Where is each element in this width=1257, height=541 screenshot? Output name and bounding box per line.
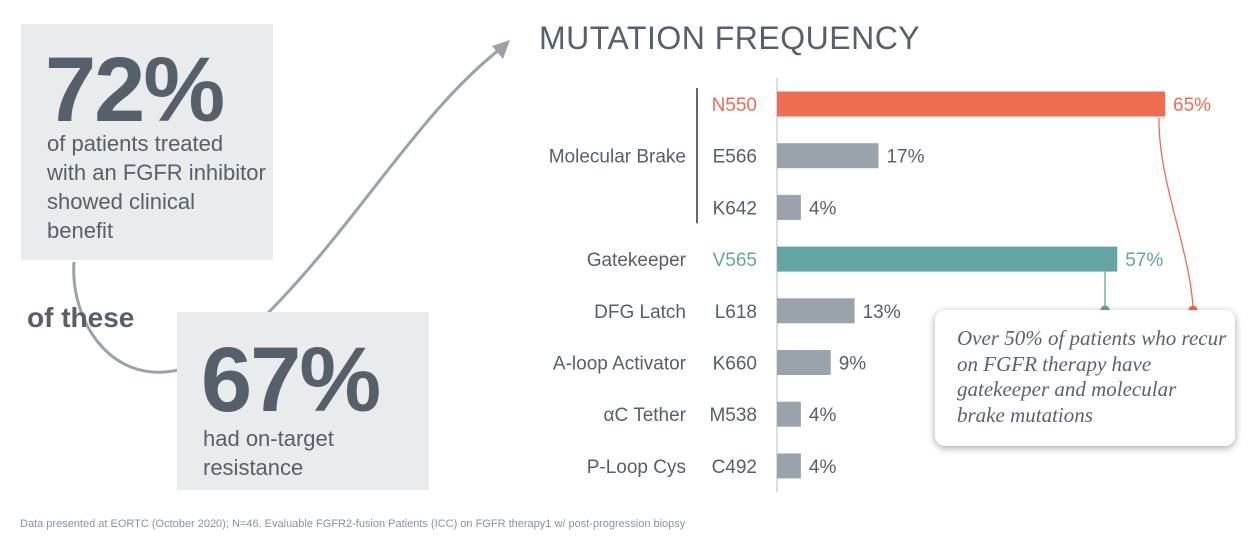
value-label-m538: 4% (809, 405, 837, 426)
mutation-label-e566: E566 (713, 147, 757, 168)
mutation-label-v565: V565 (713, 250, 757, 271)
bar-e566 (777, 143, 879, 169)
bar-k642 (777, 194, 801, 220)
stat-value-72: 72% (45, 39, 225, 141)
group-label-gatekeeper: Gatekeeper (587, 250, 687, 271)
callout-box: Over 50% of patients who recur on FGFR t… (935, 310, 1235, 446)
connector-label: of these (27, 302, 135, 333)
bar-l618 (777, 298, 855, 324)
stat-box-clinical-benefit: 72% of patients treated with an FGFR inh… (21, 24, 273, 260)
group-label-a-loop-activator: A-loop Activator (553, 354, 687, 375)
bar-k660 (777, 350, 831, 375)
footnote: Data presented at EORTC (October 2020); … (20, 518, 686, 530)
mutation-label-k642: K642 (713, 198, 757, 219)
value-label-n550: 65% (1173, 95, 1211, 116)
mutation-label-n550: N550 (712, 95, 757, 116)
value-label-e566: 17% (886, 147, 924, 168)
mutation-label-l618: L618 (715, 302, 757, 323)
value-label-k642: 4% (809, 198, 837, 219)
group-label-p-loop-cys: P-Loop Cys (587, 457, 686, 478)
bar-n550 (777, 91, 1165, 117)
stat-text-on-target-resistance: had on-target resistance (203, 426, 334, 480)
chart-title: MUTATION FREQUENCY (539, 20, 921, 56)
mutation-label-k660: K660 (713, 354, 757, 375)
stat-text-clinical-benefit: of patients treated with an FGFR inhibit… (47, 131, 266, 243)
group-label-molecular-brake: Molecular Brake (549, 147, 686, 168)
mutation-label-c492: C492 (712, 457, 757, 478)
bar-m538 (777, 401, 801, 427)
stat-value-67: 67% (201, 329, 381, 431)
mutation-label-m538: M538 (709, 405, 757, 426)
stat-box-on-target-resistance: 67% had on-target resistance (177, 312, 429, 490)
group-label-dfg-latch: DFG Latch (594, 302, 686, 323)
group-label--c-tether: αC Tether (604, 405, 687, 426)
callout-leader-n550 (1158, 117, 1194, 309)
callout-text: Over 50% of patients who recur on FGFR t… (957, 326, 1227, 427)
value-label-c492: 4% (809, 457, 837, 478)
value-label-v565: 57% (1125, 250, 1163, 271)
value-label-l618: 13% (863, 302, 901, 323)
bar-v565 (777, 246, 1118, 272)
bar-c492 (777, 453, 801, 479)
value-label-k660: 9% (839, 354, 867, 375)
